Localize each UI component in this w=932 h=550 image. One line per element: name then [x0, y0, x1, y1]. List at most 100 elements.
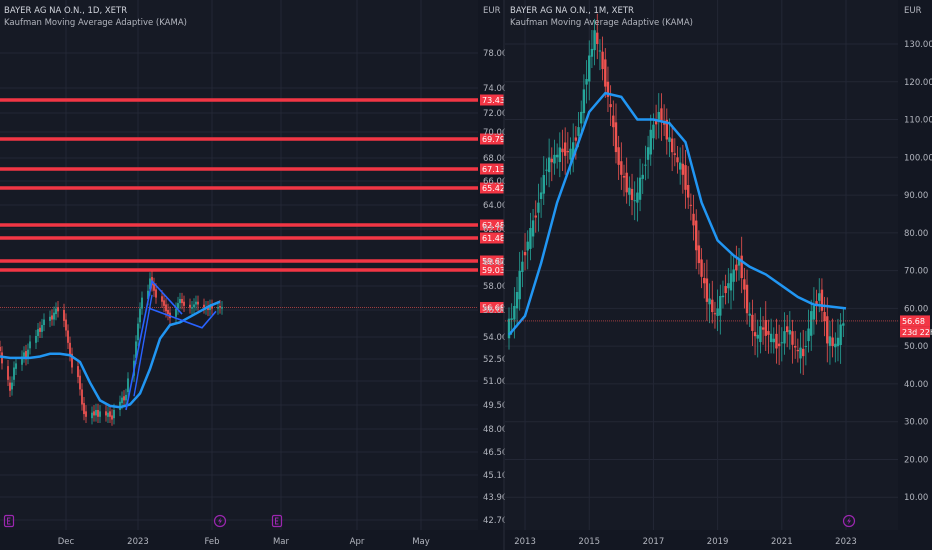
monthly-candle: [521, 261, 524, 273]
daily-level-text: 67.13: [482, 165, 505, 174]
monthly-candle: [614, 122, 618, 153]
daily-candle: [7, 366, 9, 380]
monthly-candle: [510, 318, 513, 320]
monthly-candle: [697, 245, 701, 264]
daily-time-tick: May: [412, 537, 430, 547]
daily-price-tick: 60.00: [483, 258, 507, 268]
daily-earnings-marker-1: [3, 514, 15, 528]
monthly-candle: [812, 305, 816, 320]
monthly-candle: [625, 172, 628, 193]
monthly-candle: [660, 108, 663, 122]
daily-candle: [121, 397, 123, 404]
daily-price-tick: 78.00: [483, 49, 507, 59]
monthly-candle: [777, 343, 781, 347]
daily-candle: [21, 356, 23, 365]
daily-price-tick: 43.90: [483, 493, 507, 503]
monthly-time-axis[interactable]: 2013 2015 2017 2019 2021 2023: [514, 537, 857, 547]
monthly-candle: [612, 115, 615, 128]
monthly-price-tick: 100.00: [904, 153, 932, 163]
daily-price-tick: 42.70: [483, 516, 507, 526]
monthly-candle: [668, 137, 671, 142]
monthly-candle: [676, 157, 679, 163]
monthly-candle: [547, 157, 551, 173]
monthly-candle: [769, 333, 773, 343]
daily-candle: [55, 308, 57, 315]
monthly-candle: [756, 334, 759, 339]
monthly-candle: [641, 174, 644, 179]
monthly-candle: [545, 169, 548, 171]
monthly-candle: [644, 164, 647, 166]
daily-plot-area[interactable]: [0, 0, 478, 530]
monthly-candle: [598, 50, 602, 52]
daily-price-tick: 48.00: [483, 425, 507, 435]
daily-candle: [179, 298, 181, 304]
daily-level-text: 69.79: [482, 135, 505, 144]
monthly-candle: [764, 320, 767, 336]
daily-candle: [93, 411, 95, 416]
daily-candle: [119, 401, 121, 410]
monthly-candle: [628, 187, 631, 195]
daily-candle: [139, 308, 141, 323]
monthly-candle: [785, 326, 789, 333]
daily-price-tick: 68.00: [483, 154, 507, 164]
monthly-price-tick: 10.00: [904, 493, 928, 503]
monthly-candle: [654, 119, 658, 125]
daily-candle: [149, 278, 151, 290]
daily-price-axis[interactable]: 78.00 74.00 72.00 70.00 68.00 66.00 64.00 62.00…: [483, 49, 507, 526]
monthly-candle: [604, 59, 607, 87]
monthly-candle: [542, 175, 545, 194]
monthly-candle: [574, 137, 578, 141]
monthly-candle: [622, 176, 626, 178]
daily-candle: [183, 301, 185, 306]
daily-earnings-marker-2: [271, 514, 283, 528]
monthly-time-tick: 2017: [643, 537, 665, 547]
daily-time-axis[interactable]: Dec 2023 Feb Mar Apr May: [58, 537, 430, 547]
monthly-candle: [558, 147, 562, 163]
monthly-split-marker: [842, 514, 856, 528]
monthly-candle: [662, 123, 666, 125]
monthly-candle: [807, 328, 810, 342]
monthly-candle: [571, 142, 575, 158]
daily-candle: [221, 307, 223, 309]
monthly-candle: [804, 345, 808, 347]
monthly-candle: [729, 273, 733, 291]
monthly-candle: [810, 311, 813, 336]
daily-candle: [11, 382, 13, 390]
monthly-candle: [705, 278, 709, 302]
daily-last-price-badge: [480, 301, 504, 313]
monthly-candle: [836, 337, 840, 347]
monthly-candle: [523, 252, 527, 256]
monthly-candle: [724, 286, 727, 294]
monthly-candle: [791, 331, 794, 345]
daily-candle: [71, 353, 73, 368]
monthly-chart-panel[interactable]: BAYER AG NA O.N., 1M, XETR Kaufman Movin…: [505, 0, 932, 547]
monthly-chart-title: BAYER AG NA O.N., 1M, XETR: [510, 6, 634, 16]
monthly-candle: [735, 264, 738, 271]
monthly-candle: [686, 184, 690, 198]
monthly-candle: [630, 188, 634, 201]
daily-candle: [219, 306, 221, 308]
monthly-candle: [799, 347, 802, 359]
monthly-last-price-countdown-text: 23d 22h: [902, 328, 932, 337]
monthly-candle: [796, 349, 800, 352]
daily-candle: [125, 394, 127, 401]
monthly-last-price-badge: [900, 315, 930, 327]
daily-level-badge: [480, 182, 504, 194]
monthly-candle: [553, 154, 556, 164]
monthly-time-tick: 2023: [835, 537, 857, 547]
daily-price-tick: 66.00: [483, 177, 507, 187]
daily-candle: [167, 309, 169, 315]
monthly-candle: [673, 153, 677, 155]
monthly-candle: [695, 220, 698, 251]
monthly-candle: [588, 55, 591, 82]
monthly-candle: [721, 295, 725, 298]
daily-candle: [111, 415, 113, 420]
daily-price-tick: 49.50: [483, 401, 507, 411]
daily-chart-panel[interactable]: 73.43 69.79 67.13 65.42 62.48 61.48 59.6759.03…: [0, 0, 507, 547]
monthly-candle: [620, 161, 623, 175]
monthly-candle: [537, 202, 540, 213]
monthly-candle: [507, 318, 511, 339]
monthly-candle: [737, 259, 741, 266]
monthly-price-axis[interactable]: 130.00 120.00 110.00 100.00 90.00 80.00 70.00 6…: [900, 40, 932, 503]
monthly-candle: [753, 332, 757, 337]
